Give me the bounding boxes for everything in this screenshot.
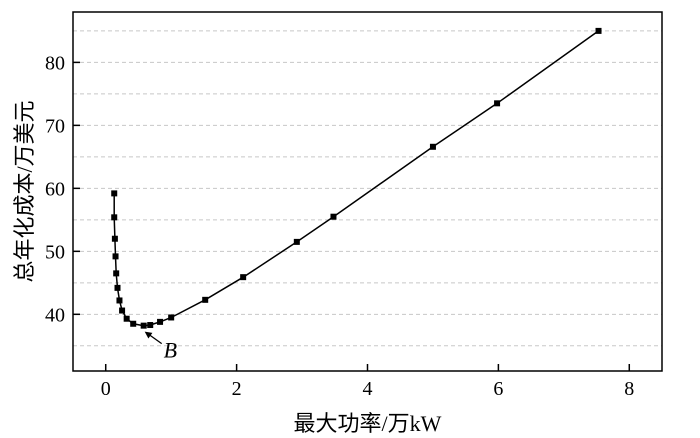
data-point (595, 27, 602, 34)
x-axis-title: 最大功率/万kW (294, 411, 442, 436)
data-point (114, 284, 121, 291)
annotation-arrowhead (144, 331, 153, 339)
y-tick-label: 50 (45, 241, 65, 263)
series-line (113, 30, 599, 327)
data-point (147, 322, 154, 329)
plot-frame (72, 11, 663, 372)
y-tick-label: 40 (45, 304, 65, 326)
data-point (202, 296, 209, 303)
data-point (123, 315, 130, 322)
data-point (112, 253, 119, 260)
annotation-label-b: B (164, 338, 177, 363)
data-point (168, 314, 175, 321)
data-point (429, 143, 436, 150)
data-point (111, 190, 118, 197)
data-point (240, 274, 247, 281)
y-tick-label: 80 (45, 52, 65, 74)
data-point (293, 238, 300, 245)
y-tick-label: 70 (45, 115, 65, 137)
x-tick-label: 8 (624, 378, 634, 400)
axis-ticks (73, 61, 631, 371)
x-tick-label: 4 (363, 378, 373, 400)
y-tick-label: 60 (45, 178, 65, 200)
x-tick-label: 2 (232, 378, 242, 400)
y-tick-labels: 40 50 60 70 80 (45, 52, 65, 326)
data-point (140, 322, 147, 329)
data-point (111, 214, 118, 221)
data-point (113, 270, 120, 277)
data-markers (111, 27, 602, 329)
annotation-layer: B (144, 331, 177, 363)
data-point (157, 318, 164, 325)
data-point (116, 297, 123, 304)
x-tick-label: 6 (493, 378, 503, 400)
data-point (111, 235, 118, 242)
data-point (494, 100, 501, 107)
data-point (330, 213, 337, 220)
y-axis-title: 总年化成本/万美元 (12, 100, 37, 282)
grid-lines (73, 30, 662, 347)
x-tick-label: 0 (101, 378, 111, 400)
x-tick-labels: 0 2 4 6 8 (101, 378, 635, 400)
data-point (130, 320, 137, 327)
data-point (119, 307, 126, 314)
